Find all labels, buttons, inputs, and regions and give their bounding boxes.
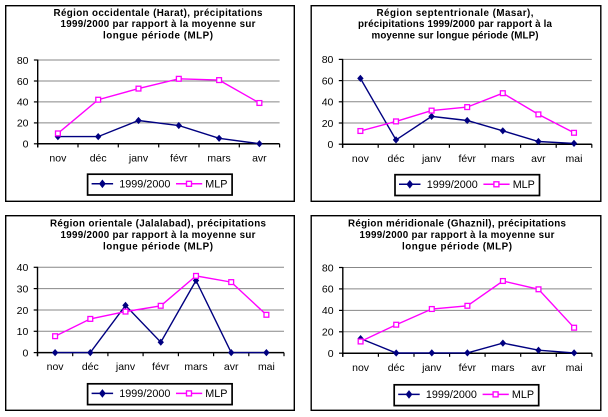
svg-text:déc: déc — [388, 153, 405, 165]
svg-text:longue période (MLP): longue période (MLP) — [402, 241, 512, 252]
svg-text:80: 80 — [322, 54, 334, 66]
svg-text:10: 10 — [17, 326, 29, 338]
svg-text:MLP: MLP — [205, 388, 227, 400]
svg-text:0: 0 — [328, 348, 334, 360]
svg-text:mai: mai — [258, 361, 275, 373]
svg-text:MLP: MLP — [205, 178, 227, 190]
svg-text:1999/2000: 1999/2000 — [427, 179, 478, 191]
svg-text:nov: nov — [47, 361, 65, 373]
svg-text:1999/2000: 1999/2000 — [119, 178, 170, 190]
svg-text:Région méridionale (Ghaznil),: Région méridionale (Ghaznil), précipitat… — [348, 218, 567, 229]
svg-text:janv: janv — [128, 152, 149, 164]
svg-text:mai: mai — [566, 362, 583, 374]
svg-text:0: 0 — [328, 139, 334, 151]
svg-text:janv: janv — [421, 153, 442, 165]
svg-text:nov: nov — [352, 362, 370, 374]
svg-text:20: 20 — [17, 305, 29, 317]
svg-text:Région septentrionale (Masar),: Région septentrionale (Masar), — [377, 8, 534, 19]
svg-text:20: 20 — [17, 118, 29, 130]
svg-text:60: 60 — [17, 76, 29, 88]
svg-text:longue période (MLP): longue période (MLP) — [103, 241, 213, 252]
svg-text:précipitations 1999/2000 par r: précipitations 1999/2000 par rapport à l… — [358, 19, 553, 30]
svg-text:60: 60 — [322, 284, 334, 296]
svg-text:janv: janv — [115, 361, 136, 373]
svg-text:mars: mars — [184, 361, 207, 373]
svg-text:1999/2000: 1999/2000 — [426, 389, 477, 401]
svg-text:avr: avr — [224, 361, 239, 373]
svg-text:1999/2000 par rapport à la moy: 1999/2000 par rapport à la moyenne sur — [61, 19, 256, 30]
svg-text:80: 80 — [17, 55, 29, 67]
svg-text:40: 40 — [322, 305, 334, 317]
svg-text:mars: mars — [491, 153, 514, 165]
svg-text:1999/2000 par rapport à la moy: 1999/2000 par rapport à la moyenne sur — [360, 230, 555, 241]
svg-text:déc: déc — [90, 152, 107, 164]
svg-text:mai: mai — [566, 153, 583, 165]
svg-text:longue période (MLP): longue période (MLP) — [103, 31, 213, 42]
svg-text:1999/2000: 1999/2000 — [119, 388, 170, 400]
svg-text:avr: avr — [531, 362, 546, 374]
svg-text:0: 0 — [23, 139, 29, 151]
svg-text:60: 60 — [322, 75, 334, 87]
svg-text:20: 20 — [322, 327, 334, 339]
svg-text:Région occidentale (Harat), pr: Région occidentale (Harat), précipitatio… — [54, 8, 264, 19]
svg-text:mars: mars — [491, 362, 514, 374]
svg-text:Région orientale (Jalalabad),: Région orientale (Jalalabad), précipitat… — [50, 218, 267, 229]
svg-text:nov: nov — [352, 153, 370, 165]
svg-text:40: 40 — [322, 97, 334, 109]
svg-text:déc: déc — [388, 362, 405, 374]
svg-text:févr: févr — [170, 152, 188, 164]
svg-text:avr: avr — [531, 153, 546, 165]
svg-text:40: 40 — [17, 262, 29, 274]
svg-text:MLP: MLP — [513, 179, 535, 191]
svg-text:20: 20 — [322, 118, 334, 130]
svg-text:avr: avr — [252, 152, 267, 164]
svg-text:nov: nov — [49, 152, 67, 164]
svg-text:févr: févr — [152, 361, 170, 373]
svg-text:40: 40 — [17, 97, 29, 109]
svg-text:déc: déc — [82, 361, 99, 373]
svg-text:1999/2000 par rapport à la moy: 1999/2000 par rapport à la moyenne sur — [61, 230, 256, 241]
svg-text:MLP: MLP — [512, 389, 534, 401]
svg-text:févr: févr — [459, 362, 477, 374]
svg-text:0: 0 — [22, 347, 28, 359]
svg-text:mars: mars — [207, 152, 230, 164]
svg-text:janv: janv — [421, 362, 442, 374]
svg-text:févr: févr — [458, 153, 476, 165]
svg-text:30: 30 — [17, 283, 29, 295]
svg-text:moyenne sur longue période (ML: moyenne sur longue période (MLP) — [372, 31, 539, 42]
svg-text:80: 80 — [322, 262, 334, 274]
